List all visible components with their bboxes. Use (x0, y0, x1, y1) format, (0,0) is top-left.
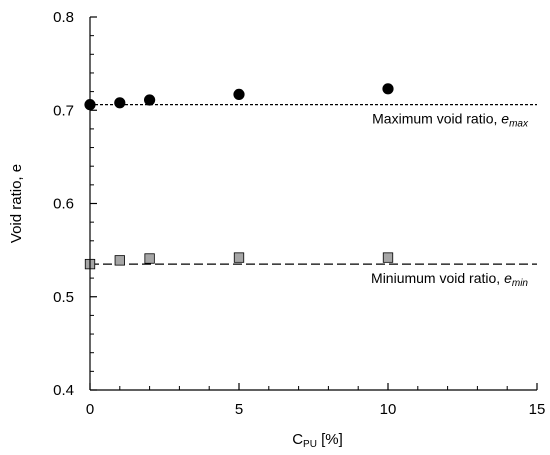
data-point-circle (233, 88, 245, 100)
series-layer (84, 83, 394, 270)
y-tick-label: 0.5 (53, 289, 74, 306)
data-point-square (233, 252, 245, 263)
data-point-square (114, 255, 125, 266)
minor-ticks (90, 35, 508, 390)
x-tick-label: 10 (380, 401, 397, 418)
axes-layer (89, 16, 538, 391)
x-tick-label: 15 (529, 401, 546, 418)
y-tick-label: 0.7 (53, 102, 74, 119)
x-tick-label: 0 (86, 401, 94, 418)
data-point-circle (114, 97, 126, 109)
data-point-circle (382, 83, 394, 95)
y-tick-label: 0.6 (53, 196, 74, 213)
y-tick-label: 0.4 (53, 382, 74, 399)
y-axis-title: Void ratio, e (8, 164, 25, 243)
reference-line-label: Miniumum void ratio, emin (371, 270, 528, 289)
x-axis-title: CPU [%] (292, 431, 343, 450)
data-point-square (382, 252, 394, 263)
x-tick-label: 5 (235, 401, 243, 418)
y-tick-label: 0.8 (53, 9, 74, 26)
data-point-circle (144, 94, 156, 106)
reference-lines (90, 104, 537, 265)
reference-line-label: Maximum void ratio, emax (372, 111, 529, 130)
data-point-square (144, 253, 155, 264)
labels-layer: Maximum void ratio, emax Miniumum void ra… (8, 9, 545, 450)
